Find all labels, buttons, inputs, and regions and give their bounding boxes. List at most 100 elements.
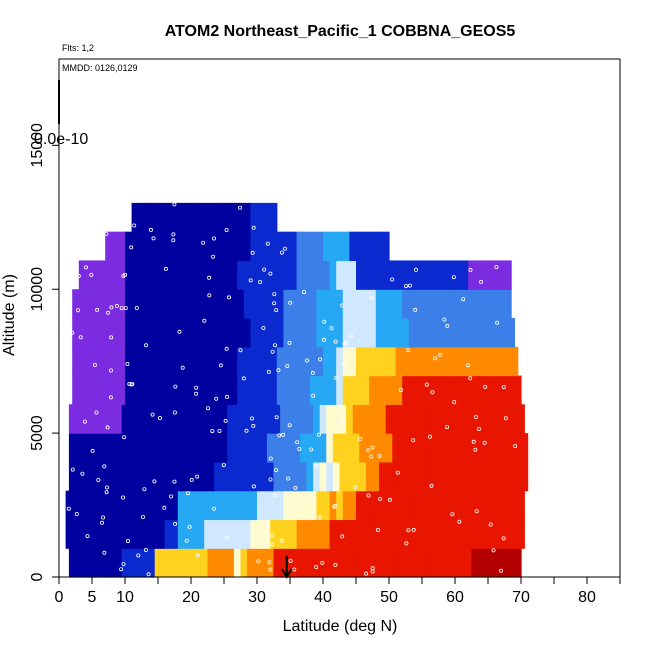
heatmap-cell: [283, 231, 291, 262]
observation-point: [405, 348, 410, 353]
heatmap-cell: [468, 318, 476, 348]
heatmap-cell: [105, 519, 113, 549]
observation-point: [277, 433, 282, 438]
heatmap-cell: [144, 490, 152, 521]
heatmap-cell: [187, 433, 195, 463]
heatmap-cell: [171, 260, 179, 290]
heatmap-cell: [270, 490, 278, 521]
heatmap-cell: [204, 260, 212, 290]
heatmap-cell: [356, 231, 364, 262]
heatmap-cell: [382, 375, 390, 405]
heatmap-cell: [184, 519, 192, 549]
heatmap-cell: [148, 548, 156, 578]
heatmap-cell: [375, 375, 383, 405]
heatmap-cell: [342, 519, 350, 549]
heatmap-cell: [263, 202, 271, 233]
heatmap-cell: [375, 519, 383, 549]
heatmap-cell: [359, 433, 367, 463]
heatmap-cell: [332, 404, 341, 434]
heatmap-cell: [131, 375, 139, 405]
heatmap-cell: [174, 548, 182, 578]
heatmap-cell: [497, 433, 506, 463]
observation-point: [292, 567, 297, 572]
observation-point: [189, 477, 194, 482]
heatmap-cell: [158, 231, 166, 262]
heatmap-cell: [101, 404, 110, 434]
heatmap-cell: [375, 289, 383, 319]
y-tick-label: 15000: [29, 123, 46, 168]
heatmap-cell: [484, 548, 492, 578]
heatmap-cell: [501, 375, 509, 405]
heatmap-cell: [191, 202, 199, 233]
heatmap-cell: [118, 231, 126, 262]
heatmap-cell: [197, 346, 205, 377]
heatmap-cell: [372, 548, 380, 578]
heatmap-cell: [461, 375, 469, 405]
heatmap-cell: [217, 346, 225, 377]
heatmap-cell: [389, 346, 397, 377]
heatmap-cell: [68, 461, 77, 492]
heatmap-cell: [227, 404, 235, 434]
heatmap-cell: [316, 375, 324, 405]
heatmap-cell: [88, 548, 96, 578]
x-tick-label: 20: [182, 589, 200, 606]
observation-point: [503, 416, 508, 421]
heatmap-cell: [448, 260, 456, 290]
heatmap-cell: [158, 318, 166, 348]
heatmap-cell: [362, 375, 370, 405]
heatmap-cell: [379, 461, 387, 492]
heatmap-cell: [68, 548, 77, 578]
observation-point: [272, 343, 277, 348]
heatmap-cell: [323, 318, 331, 348]
heatmap-cell: [313, 461, 321, 492]
observation-point: [370, 445, 375, 450]
heatmap-cell: [342, 260, 350, 290]
observation-point: [364, 571, 369, 576]
heatmap-cell: [461, 260, 469, 290]
heatmap-cell: [230, 202, 238, 233]
heatmap-cell: [187, 404, 195, 434]
heatmap-cell: [128, 548, 136, 578]
observation-point: [272, 292, 277, 297]
observation-point: [195, 474, 200, 479]
observation-point: [70, 330, 75, 335]
heatmap-cell: [491, 461, 499, 492]
heatmap-cell: [286, 461, 294, 492]
heatmap-cell: [362, 519, 370, 549]
heatmap-cell: [309, 231, 317, 262]
heatmap-cell: [504, 404, 512, 434]
heatmap-cell: [488, 289, 496, 319]
observation-point: [146, 572, 151, 577]
heatmap-cell: [105, 490, 113, 521]
heatmap-cell: [422, 490, 430, 521]
heatmap-cell: [214, 461, 222, 492]
heatmap-cell: [309, 260, 317, 290]
observation-point: [479, 279, 484, 284]
x-tick-label: 60: [446, 589, 464, 606]
observation-point: [84, 265, 89, 270]
heatmap-cell: [138, 519, 146, 549]
heatmap-cell: [428, 318, 436, 348]
heatmap-cell: [72, 375, 80, 405]
heatmap-cell: [309, 490, 317, 521]
heatmap-cell: [263, 318, 271, 348]
heatmap-cell: [115, 548, 123, 578]
heatmap-cell: [323, 260, 331, 290]
observation-point: [413, 307, 418, 312]
heatmap-cell: [415, 375, 423, 405]
heatmap-cell: [210, 346, 218, 377]
heatmap-cell: [164, 231, 172, 262]
observation-point: [274, 308, 279, 313]
heatmap-cell: [375, 346, 383, 377]
heatmap-cell: [191, 490, 199, 521]
heatmap-cell: [237, 346, 245, 377]
heatmap-cell: [481, 519, 489, 549]
observation-point: [264, 523, 269, 528]
heatmap-cell: [260, 461, 268, 492]
heatmap-cell: [207, 548, 215, 578]
heatmap-cell: [230, 346, 238, 377]
heatmap-cell: [250, 318, 258, 348]
heatmap-cell: [451, 461, 459, 492]
y-tick-label: 5000: [29, 415, 46, 451]
heatmap-cell: [217, 318, 225, 348]
